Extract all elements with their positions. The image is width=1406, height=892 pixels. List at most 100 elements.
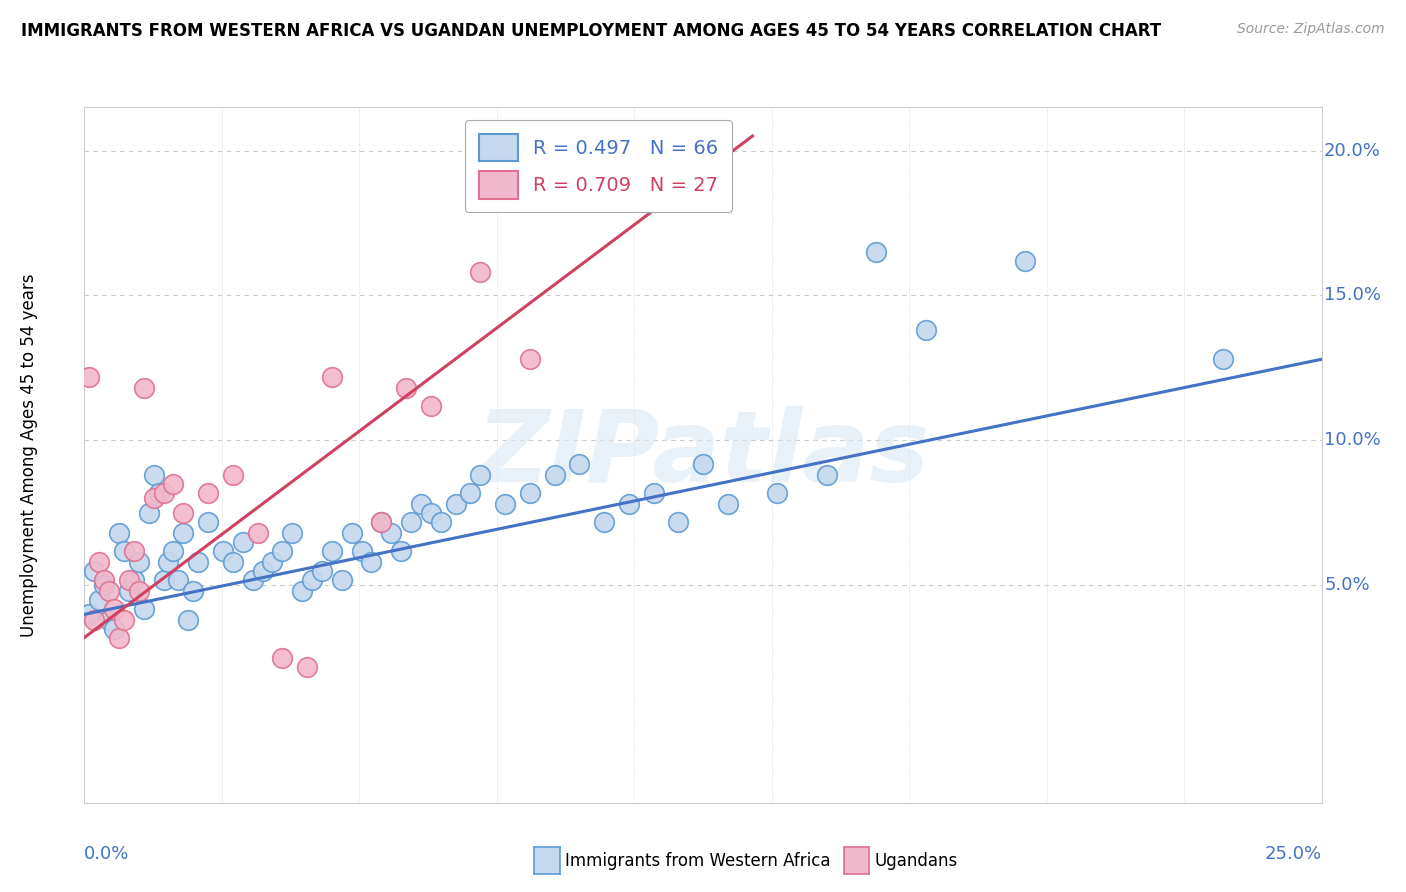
Point bbox=[142, 491, 165, 506]
Point bbox=[360, 555, 382, 569]
Point bbox=[132, 381, 155, 395]
Point bbox=[83, 613, 105, 627]
Point bbox=[666, 515, 689, 529]
Point bbox=[98, 584, 121, 599]
Point bbox=[494, 497, 516, 511]
Point bbox=[142, 468, 165, 483]
Point bbox=[311, 564, 333, 578]
Point bbox=[212, 543, 235, 558]
Point bbox=[93, 578, 115, 592]
Point bbox=[380, 526, 402, 541]
Text: Source: ZipAtlas.com: Source: ZipAtlas.com bbox=[1237, 22, 1385, 37]
Text: Unemployment Among Ages 45 to 54 years: Unemployment Among Ages 45 to 54 years bbox=[20, 273, 38, 637]
Point bbox=[291, 584, 314, 599]
Point bbox=[172, 506, 194, 520]
Text: Immigrants from Western Africa: Immigrants from Western Africa bbox=[565, 852, 831, 870]
Point bbox=[295, 659, 318, 673]
Point bbox=[79, 369, 101, 384]
Point bbox=[128, 555, 150, 569]
Point bbox=[717, 497, 740, 511]
Point bbox=[122, 573, 145, 587]
Point bbox=[865, 244, 887, 259]
Point bbox=[419, 399, 441, 413]
Point bbox=[222, 555, 245, 569]
Point bbox=[148, 485, 170, 500]
Point bbox=[568, 457, 591, 471]
Point bbox=[321, 543, 343, 558]
Point bbox=[162, 476, 184, 491]
Point bbox=[138, 506, 160, 520]
Point bbox=[197, 485, 219, 500]
Point bbox=[389, 543, 412, 558]
Point bbox=[167, 573, 190, 587]
Point bbox=[395, 381, 418, 395]
Point bbox=[350, 543, 373, 558]
Point bbox=[197, 515, 219, 529]
Point bbox=[470, 468, 492, 483]
Point bbox=[108, 631, 131, 645]
Point bbox=[409, 497, 432, 511]
Point bbox=[79, 607, 101, 622]
Point bbox=[177, 613, 200, 627]
Point bbox=[118, 584, 141, 599]
Point bbox=[262, 555, 284, 569]
Point bbox=[370, 515, 392, 529]
Text: Ugandans: Ugandans bbox=[875, 852, 957, 870]
Point bbox=[162, 543, 184, 558]
Point bbox=[271, 543, 294, 558]
Point bbox=[301, 573, 323, 587]
Point bbox=[519, 485, 541, 500]
Point bbox=[103, 601, 125, 615]
Point bbox=[152, 485, 174, 500]
Point bbox=[815, 468, 838, 483]
Point bbox=[1212, 352, 1234, 367]
Point bbox=[89, 592, 111, 607]
Point bbox=[470, 265, 492, 279]
Point bbox=[766, 485, 789, 500]
Text: 20.0%: 20.0% bbox=[1324, 142, 1381, 160]
Point bbox=[89, 555, 111, 569]
Point bbox=[157, 555, 180, 569]
Point bbox=[103, 622, 125, 636]
Point bbox=[370, 515, 392, 529]
Point bbox=[252, 564, 274, 578]
Point bbox=[340, 526, 363, 541]
Text: ZIPatlas: ZIPatlas bbox=[477, 407, 929, 503]
Text: 10.0%: 10.0% bbox=[1324, 432, 1381, 450]
Text: IMMIGRANTS FROM WESTERN AFRICA VS UGANDAN UNEMPLOYMENT AMONG AGES 45 TO 54 YEARS: IMMIGRANTS FROM WESTERN AFRICA VS UGANDA… bbox=[21, 22, 1161, 40]
Point bbox=[122, 543, 145, 558]
Point bbox=[83, 564, 105, 578]
Point bbox=[519, 352, 541, 367]
Point bbox=[132, 601, 155, 615]
Point bbox=[112, 613, 135, 627]
Text: 25.0%: 25.0% bbox=[1264, 845, 1322, 863]
Point bbox=[246, 526, 269, 541]
Point bbox=[617, 497, 640, 511]
Text: 15.0%: 15.0% bbox=[1324, 286, 1381, 304]
Text: 5.0%: 5.0% bbox=[1324, 576, 1369, 594]
Point bbox=[429, 515, 451, 529]
Legend: R = 0.497   N = 66, R = 0.709   N = 27: R = 0.497 N = 66, R = 0.709 N = 27 bbox=[465, 120, 733, 212]
Point bbox=[98, 613, 121, 627]
Point bbox=[112, 543, 135, 558]
Point bbox=[187, 555, 209, 569]
Point bbox=[108, 526, 131, 541]
Point bbox=[242, 573, 264, 587]
Point bbox=[172, 526, 194, 541]
Point bbox=[281, 526, 304, 541]
Point bbox=[419, 506, 441, 520]
Point bbox=[399, 515, 422, 529]
Point bbox=[118, 573, 141, 587]
Point bbox=[181, 584, 204, 599]
Point bbox=[271, 651, 294, 665]
Point bbox=[444, 497, 467, 511]
Point bbox=[914, 323, 936, 337]
Point bbox=[1014, 253, 1036, 268]
Point bbox=[593, 515, 616, 529]
Point bbox=[543, 468, 565, 483]
Point bbox=[232, 534, 254, 549]
Point bbox=[643, 485, 665, 500]
Text: 0.0%: 0.0% bbox=[84, 845, 129, 863]
Point bbox=[222, 468, 245, 483]
Point bbox=[93, 573, 115, 587]
